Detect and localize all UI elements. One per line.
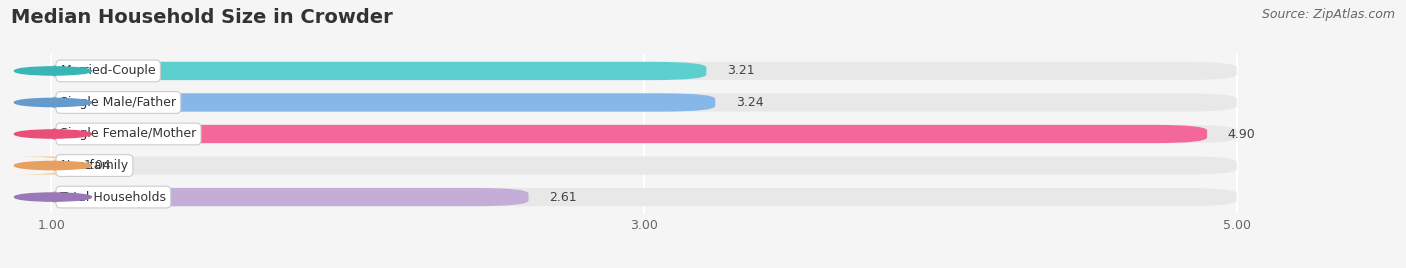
- FancyBboxPatch shape: [52, 188, 1237, 206]
- Text: 3.24: 3.24: [735, 96, 763, 109]
- Circle shape: [14, 98, 91, 107]
- Text: Source: ZipAtlas.com: Source: ZipAtlas.com: [1261, 8, 1395, 21]
- Text: 3.21: 3.21: [727, 64, 755, 77]
- Text: Single Female/Mother: Single Female/Mother: [60, 128, 197, 140]
- FancyBboxPatch shape: [52, 157, 1237, 175]
- FancyBboxPatch shape: [52, 93, 1237, 111]
- Text: Total Households: Total Households: [60, 191, 166, 204]
- Circle shape: [14, 67, 91, 75]
- Circle shape: [14, 193, 91, 201]
- Circle shape: [14, 130, 91, 138]
- Text: Non-family: Non-family: [60, 159, 128, 172]
- Text: Median Household Size in Crowder: Median Household Size in Crowder: [11, 8, 394, 27]
- FancyBboxPatch shape: [52, 188, 529, 206]
- FancyBboxPatch shape: [52, 93, 716, 111]
- Text: 1.04: 1.04: [84, 159, 112, 172]
- FancyBboxPatch shape: [52, 125, 1237, 143]
- FancyBboxPatch shape: [52, 62, 1237, 80]
- Text: Single Male/Father: Single Male/Father: [60, 96, 176, 109]
- FancyBboxPatch shape: [52, 62, 706, 80]
- FancyBboxPatch shape: [10, 157, 105, 175]
- Text: Married-Couple: Married-Couple: [60, 64, 156, 77]
- Text: 2.61: 2.61: [550, 191, 576, 204]
- Text: 4.90: 4.90: [1227, 128, 1256, 140]
- FancyBboxPatch shape: [52, 125, 1208, 143]
- Circle shape: [14, 161, 91, 170]
